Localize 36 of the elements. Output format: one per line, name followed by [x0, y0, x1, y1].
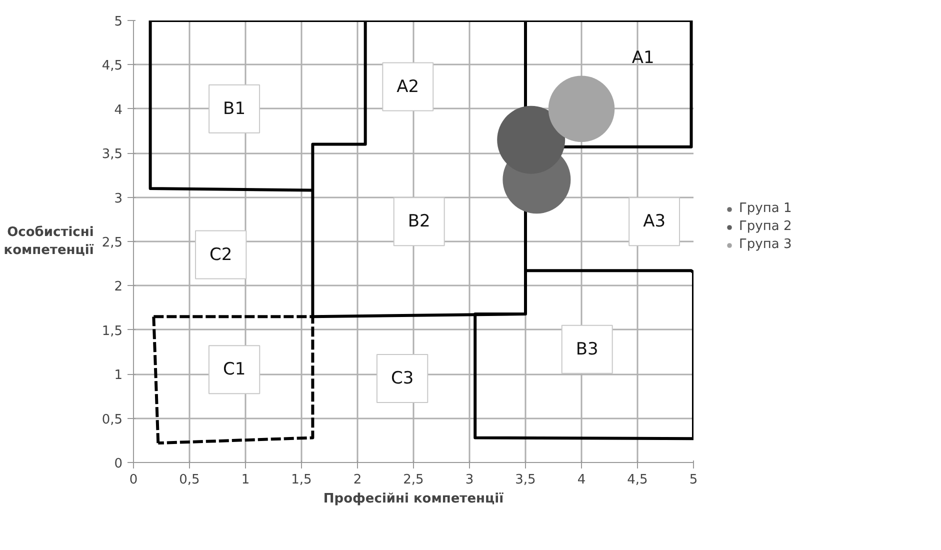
y-tick-label: 4,5: [102, 58, 123, 74]
x-tick-label: 2: [353, 472, 362, 488]
x-axis-title: Професійні компетенції: [323, 492, 504, 506]
y-axis-title: Особистісні компетенції: [4, 225, 94, 258]
annotation: A1: [632, 48, 654, 68]
y-tick-label: 1,5: [102, 324, 123, 339]
y-tick-label: 0: [114, 456, 123, 472]
annotation: C1: [222, 360, 246, 380]
y-tick-label: 3,5: [102, 147, 123, 162]
x-tick-label: 4,5: [627, 472, 648, 488]
x-tick-label: 0: [129, 472, 138, 488]
legend-label: Група 1: [739, 201, 793, 216]
x-tick-label: 3: [465, 472, 474, 488]
x-tick-label: 5: [689, 472, 698, 488]
annotation: C3: [390, 368, 414, 389]
annotation: A3: [643, 212, 666, 232]
annotation: C2: [210, 244, 232, 265]
annotation: B1: [223, 98, 246, 119]
legend-label: Група 3: [739, 237, 793, 252]
x-tick-label: 1,5: [291, 472, 312, 488]
y-tick-label: 4: [114, 102, 123, 118]
y-tick-label: 0,5: [102, 412, 123, 428]
x-tick-label: 0,5: [179, 472, 200, 488]
annotation: B2: [408, 212, 430, 232]
y-tick-label: 2: [114, 280, 123, 295]
x-tick-label: 1: [241, 472, 250, 488]
annotation: A2: [396, 76, 420, 97]
annotation: B3: [576, 339, 598, 360]
y-tick-label: 3: [114, 191, 123, 206]
x-tick-label: 2,5: [403, 472, 424, 488]
y-tick-label: 5: [114, 14, 123, 30]
x-tick-label: 4: [577, 472, 586, 488]
y-tick-label: 2,5: [102, 236, 123, 250]
x-tick-label: 3,5: [515, 472, 536, 488]
legend-label: Група 2: [739, 219, 793, 234]
y-tick-label: 1: [114, 368, 123, 384]
